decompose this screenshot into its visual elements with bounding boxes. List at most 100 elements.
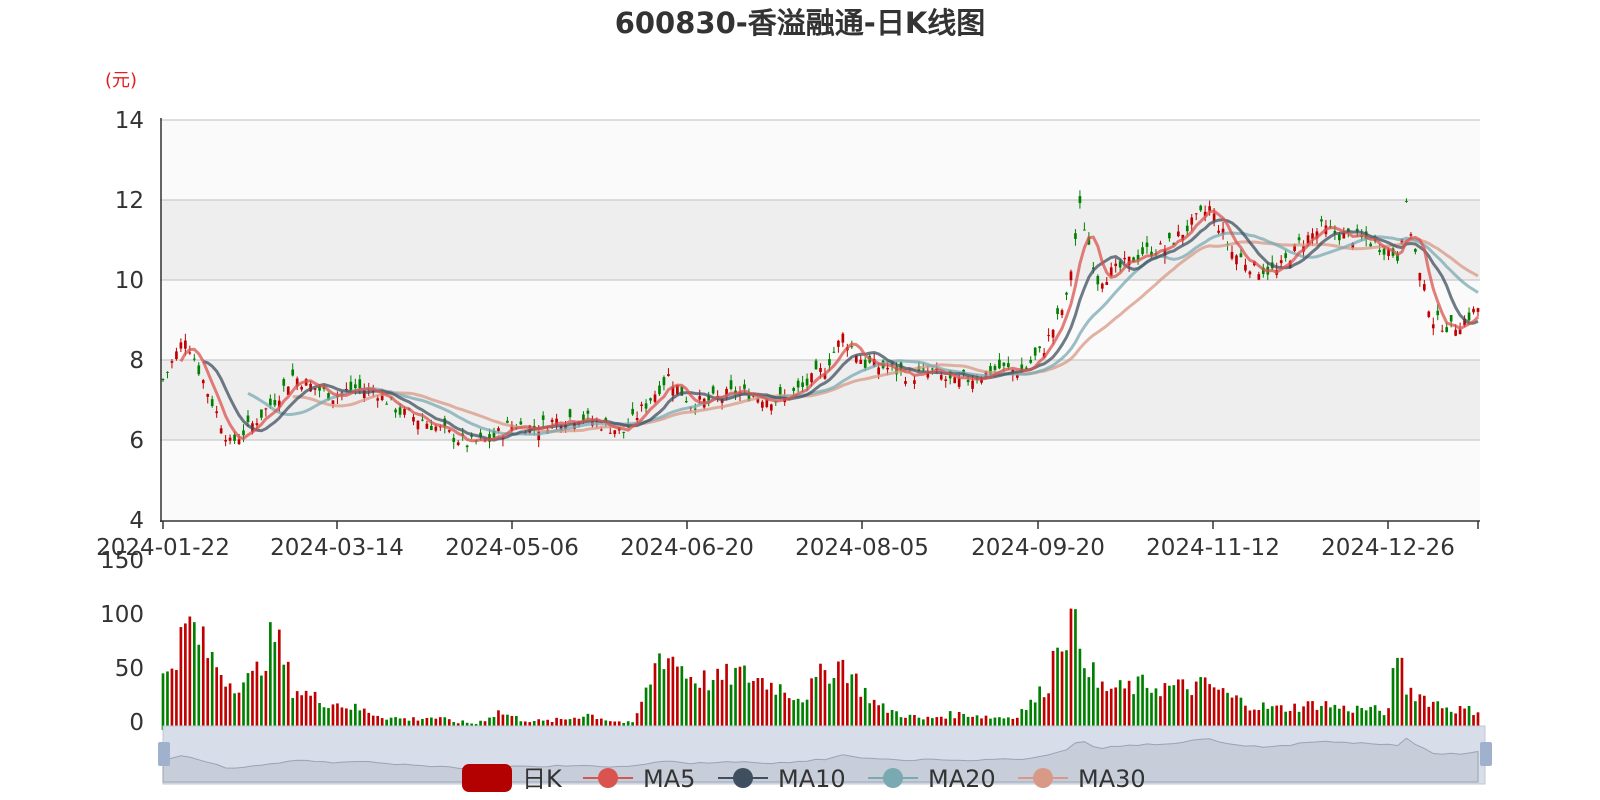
volume-bar [438,717,442,730]
volume-bar [1391,668,1395,730]
candle-body [1132,257,1135,262]
volume-bar [922,719,925,730]
volume-bar [1449,711,1453,730]
zoom-handle-right[interactable] [1480,742,1492,766]
volume-bar [586,713,590,730]
legend-item-ma5[interactable]: MA5 [583,765,695,793]
volume-bar [702,670,706,730]
volume-bar [497,710,500,730]
candle-body [1445,327,1449,332]
candle-body [1221,228,1225,235]
volume-bar [1127,680,1131,730]
volume-bar [295,691,299,730]
candle-body [1244,264,1247,271]
volume-bar [899,717,903,730]
volume-bar [479,720,482,730]
candle-body [693,408,697,410]
candle-body [725,388,728,398]
candle-body [1454,329,1457,336]
volume-bar [805,699,809,730]
volume-bar [1145,687,1149,730]
volume-bar [939,716,943,730]
volume-bar [461,720,465,730]
volume-bar [698,687,702,730]
volume-bar [282,664,286,730]
legend-item-kline[interactable]: 日K [462,764,563,793]
candle-body [1369,243,1372,247]
volume-bar [1427,706,1431,730]
volume-bar [367,712,371,730]
volume-bar [1284,711,1288,730]
candle-body [1338,234,1341,241]
volume-bar [881,703,885,730]
volume-bar [421,718,424,730]
zoom-handle-left[interactable] [158,742,170,766]
volume-bar [577,718,581,730]
y-tick-label: 6 [129,428,144,454]
volume-bar [1194,681,1198,730]
volume-bar [908,714,912,730]
candle-body [698,396,702,400]
candle-body [1141,247,1144,255]
candle-body [939,375,943,380]
candle-body [805,378,809,386]
candle-body [286,386,290,395]
volume-bar [1454,713,1457,730]
candle-body [922,368,925,370]
candle-body [264,408,268,410]
candle-body [1092,267,1095,269]
candle-body [1096,276,1100,285]
chart-title: 600830-香溢融通-日K线图 [615,6,986,40]
volume-bar [778,684,782,730]
candle-body [966,379,970,383]
volume-bar [309,695,312,730]
volume-bar [1320,705,1323,730]
candle-body [644,403,648,409]
candle-body [832,351,836,353]
volume-bar [447,719,451,730]
candle-body [1427,311,1431,317]
legend-item-ma30[interactable]: MA30 [1018,765,1146,793]
candle-body [1033,347,1037,356]
volume-bar [501,714,505,730]
volume-bar [443,717,447,730]
volume-bar [689,676,693,730]
candle-body [823,373,827,379]
volume-bar [747,682,751,730]
data-zoom-slider[interactable] [158,725,1492,785]
legend-item-ma20[interactable]: MA20 [868,765,996,793]
volume-bar [192,622,196,730]
candle-body [1150,251,1153,257]
x-tick-label: 2024-06-20 [620,535,754,561]
candle-body [1194,213,1198,215]
candle-body [801,382,804,387]
candle-body [192,358,196,360]
candle-body [492,430,496,438]
volume-bar [1056,647,1059,730]
candle-body [1047,335,1050,337]
candle-body [707,396,711,401]
volume-axis: 150 100 50 0 [100,548,144,736]
candle-body [1024,367,1028,369]
volume-bars-layer [161,608,1480,730]
legend-item-ma10[interactable]: MA10 [718,765,846,793]
ma20-legend-dot [883,768,903,788]
candle-body [421,419,424,421]
volume-bar [1029,699,1033,730]
legend-label: MA10 [778,765,846,793]
ma5-legend-dot [598,768,618,788]
candle-body [599,429,603,431]
candle-body [895,366,898,375]
volume-bar [935,717,939,730]
volume-bar [1150,692,1153,730]
candle-body [179,342,183,349]
candle-body [541,415,545,420]
volume-bar [1078,648,1082,730]
volume-bar [1141,674,1144,730]
x-tick-label: 2024-08-05 [795,535,929,561]
candle-body [837,340,840,347]
volume-bar [1409,687,1413,730]
volume-bar [667,658,670,730]
volume-bar [1405,694,1408,730]
volume-bar [1230,697,1234,730]
